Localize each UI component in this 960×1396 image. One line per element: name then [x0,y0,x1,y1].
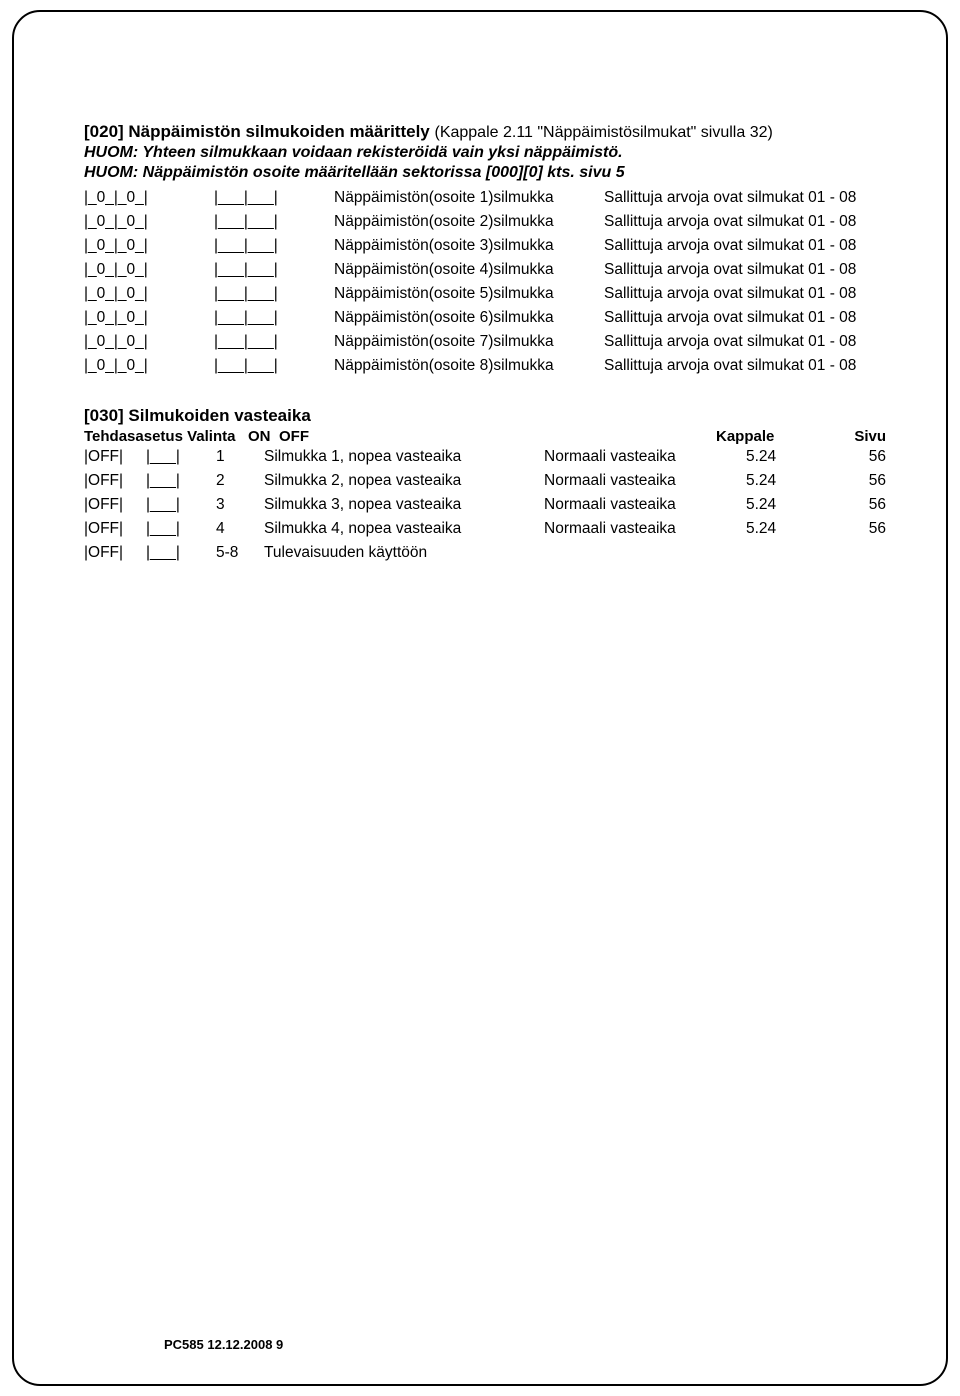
sivu-ref: 56 [826,517,886,541]
row-label: Näppäimistön(osoite 5)silmukka [334,282,604,306]
row-label: Näppäimistön(osoite 6)silmukka [334,306,604,330]
off-text: Normaali vasteaika [544,445,746,469]
on-text: Tulevaisuuden käyttöön [264,541,544,565]
select-field: |___| [146,445,216,469]
row-label: Näppäimistön(osoite 4)silmukka [334,258,604,282]
input-field: |___|___| [214,282,334,306]
default-value: |OFF| [84,493,146,517]
allowed-values: Sallittuja arvoja ovat silmukat 01 - 08 [604,210,886,234]
table-row: |OFF| |___| 5-8 Tulevaisuuden käyttöön [84,541,886,565]
allowed-values: Sallittuja arvoja ovat silmukat 01 - 08 [604,330,886,354]
select-field: |___| [146,517,216,541]
input-field: |___|___| [214,234,334,258]
table-row: |_0_|_0_| |___|___| Näppäimistön(osoite … [84,354,886,378]
header-tehdasasetus-valinta: Tehdasasetus Valinta ON [84,428,279,445]
default-value: |_0_|_0_| [84,282,214,306]
row-label: Näppäimistön(osoite 3)silmukka [334,234,604,258]
default-value: |_0_|_0_| [84,186,214,210]
off-text: Normaali vasteaika [544,517,746,541]
input-field: |___|___| [214,186,334,210]
on-text: Silmukka 2, nopea vasteaika [264,469,544,493]
allowed-values: Sallittuja arvoja ovat silmukat 01 - 08 [604,234,886,258]
table-row: |_0_|_0_| |___|___| Näppäimistön(osoite … [84,210,886,234]
kappale-ref: 5.24 [746,493,826,517]
select-field: |___| [146,469,216,493]
section-020-heading: [020] Näppäimistön silmukoiden määrittel… [84,122,886,142]
header-sivu: Sivu [826,428,886,445]
row-number: 5-8 [216,541,264,565]
default-value: |_0_|_0_| [84,210,214,234]
header-off: OFF [279,428,716,445]
table-row: |OFF| |___| 2 Silmukka 2, nopea vasteaik… [84,469,886,493]
input-field: |___|___| [214,330,334,354]
row-number: 2 [216,469,264,493]
allowed-values: Sallittuja arvoja ovat silmukat 01 - 08 [604,306,886,330]
default-value: |_0_|_0_| [84,354,214,378]
allowed-values: Sallittuja arvoja ovat silmukat 01 - 08 [604,354,886,378]
kappale-ref: 5.24 [746,445,826,469]
row-number: 3 [216,493,264,517]
default-value: |_0_|_0_| [84,330,214,354]
default-value: |OFF| [84,541,146,565]
row-label: Näppäimistön(osoite 8)silmukka [334,354,604,378]
on-text: Silmukka 1, nopea vasteaika [264,445,544,469]
default-value: |_0_|_0_| [84,234,214,258]
row-number: 1 [216,445,264,469]
row-number: 4 [216,517,264,541]
header-col2-text: ON [248,428,271,445]
sivu-ref: 56 [826,493,886,517]
table-row: |OFF| |___| 4 Silmukka 4, nopea vasteaik… [84,517,886,541]
section-020-title: [020] Näppäimistön silmukoiden määrittel… [84,122,434,141]
default-value: |OFF| [84,469,146,493]
allowed-values: Sallittuja arvoja ovat silmukat 01 - 08 [604,258,886,282]
table-row: |_0_|_0_| |___|___| Näppäimistön(osoite … [84,330,886,354]
off-text: Normaali vasteaika [544,493,746,517]
row-label: Näppäimistön(osoite 7)silmukka [334,330,604,354]
header-kappale: Kappale [716,428,826,445]
row-label: Näppäimistön(osoite 1)silmukka [334,186,604,210]
on-text: Silmukka 3, nopea vasteaika [264,493,544,517]
allowed-values: Sallittuja arvoja ovat silmukat 01 - 08 [604,282,886,306]
table-row: |OFF| |___| 3 Silmukka 3, nopea vasteaik… [84,493,886,517]
off-text: Normaali vasteaika [544,469,746,493]
input-field: |___|___| [214,306,334,330]
kappale-ref: 5.24 [746,469,826,493]
section-020-subtitle: (Kappale 2.11 "Näppäimistösilmukat" sivu… [434,124,772,141]
section-020-note1: HUOM: Yhteen silmukkaan voidaan rekister… [84,144,886,162]
row-label: Näppäimistön(osoite 2)silmukka [334,210,604,234]
section-030-header: Tehdasasetus Valinta ON OFF Kappale Sivu [84,428,886,445]
default-value: |_0_|_0_| [84,258,214,282]
page-frame: [020] Näppäimistön silmukoiden määrittel… [12,10,948,1386]
on-text: Silmukka 4, nopea vasteaika [264,517,544,541]
default-value: |_0_|_0_| [84,306,214,330]
select-field: |___| [146,541,216,565]
input-field: |___|___| [214,354,334,378]
page-footer: PC585 12.12.2008 9 [164,1337,283,1352]
section-030-title: [030] Silmukoiden vasteaika [84,406,886,426]
allowed-values: Sallittuja arvoja ovat silmukat 01 - 08 [604,186,886,210]
section-020: [020] Näppäimistön silmukoiden määrittel… [84,122,886,378]
default-value: |OFF| [84,445,146,469]
section-020-note2: HUOM: Näppäimistön osoite määritellään s… [84,164,886,182]
input-field: |___|___| [214,258,334,282]
select-field: |___| [146,493,216,517]
table-row: |_0_|_0_| |___|___| Näppäimistön(osoite … [84,234,886,258]
table-row: |_0_|_0_| |___|___| Näppäimistön(osoite … [84,186,886,210]
section-020-rows: |_0_|_0_| |___|___| Näppäimistön(osoite … [84,186,886,378]
table-row: |OFF| |___| 1 Silmukka 1, nopea vasteaik… [84,445,886,469]
section-030: [030] Silmukoiden vasteaika Tehdasasetus… [84,378,886,565]
header-col1-text: Tehdasasetus Valinta [84,428,235,445]
kappale-ref: 5.24 [746,517,826,541]
input-field: |___|___| [214,210,334,234]
sivu-ref: 56 [826,445,886,469]
sivu-ref: 56 [826,469,886,493]
table-row: |_0_|_0_| |___|___| Näppäimistön(osoite … [84,258,886,282]
default-value: |OFF| [84,517,146,541]
table-row: |_0_|_0_| |___|___| Näppäimistön(osoite … [84,306,886,330]
table-row: |_0_|_0_| |___|___| Näppäimistön(osoite … [84,282,886,306]
